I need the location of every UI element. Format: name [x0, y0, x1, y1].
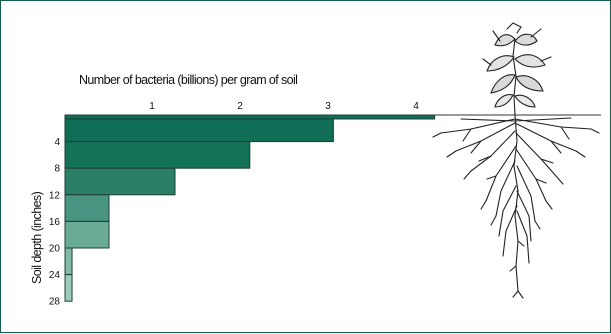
bars-group	[64, 114, 436, 302]
y-tick-label: 16	[49, 217, 61, 228]
x-tick-label: 3	[325, 101, 331, 112]
y-tick-label: 8	[54, 164, 60, 175]
x-tick-labels: 1 2 3 4	[149, 101, 419, 112]
plant-with-roots-icon	[432, 22, 600, 299]
bar-4	[64, 194, 110, 222]
x-tick-label: 1	[149, 101, 155, 112]
y-tick-label: 4	[54, 137, 60, 148]
bar-0	[64, 114, 436, 120]
bar-3	[64, 167, 176, 196]
y-tick-labels: 4 8 12 16 20 24 28	[49, 137, 61, 308]
y-tick-label: 12	[49, 190, 61, 201]
bar-5	[64, 220, 110, 249]
bar-1	[64, 118, 334, 143]
x-tick-label: 2	[237, 101, 243, 112]
bar-2	[64, 141, 251, 169]
bar-7	[64, 274, 73, 302]
y-tick-label: 24	[49, 270, 61, 281]
y-tick-label: 28	[49, 297, 61, 308]
chart-title: Number of bacteria (billions) per gram o…	[79, 73, 297, 87]
x-tick-label: 4	[413, 101, 419, 112]
y-axis-label: Soil depth (inches)	[30, 191, 44, 284]
y-tick-label: 20	[49, 244, 61, 255]
bar-6	[64, 247, 73, 276]
